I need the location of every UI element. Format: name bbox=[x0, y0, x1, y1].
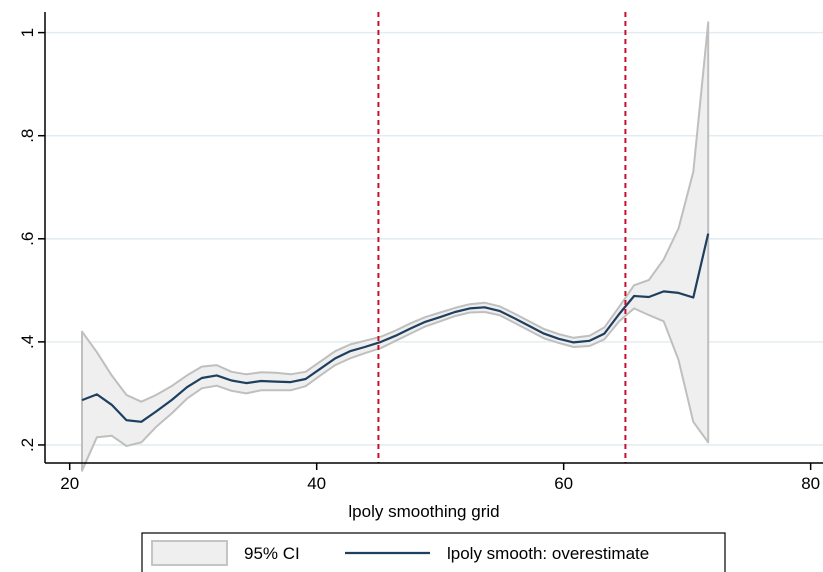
y-tick-label-1: .4 bbox=[18, 335, 37, 349]
x-tick-label-1: 40 bbox=[307, 474, 326, 493]
y-tick-label-4: 1 bbox=[18, 28, 37, 37]
legend-swatch-ci bbox=[151, 540, 228, 566]
legend: 95% CI lpoly smooth: overestimate bbox=[141, 532, 726, 572]
x-tick-label-3: 80 bbox=[801, 474, 820, 493]
legend-label-ci: 95% CI bbox=[244, 544, 300, 563]
legend-label-smooth: lpoly smooth: overestimate bbox=[447, 544, 649, 563]
y-tick-label-0: .2 bbox=[18, 438, 37, 452]
x-tick-label-2: 60 bbox=[554, 474, 573, 493]
legend-box bbox=[141, 532, 726, 572]
y-ticks: .2 .4 .6 .8 1 bbox=[18, 28, 45, 452]
reference-lines bbox=[377, 12, 627, 463]
axes bbox=[44, 12, 823, 464]
x-ticks: 20 40 60 80 bbox=[60, 463, 820, 493]
x-tick-label-0: 20 bbox=[60, 474, 79, 493]
x-axis-title: lpoly smoothing grid bbox=[348, 502, 499, 521]
ci-band bbox=[81, 21, 710, 472]
smooth-line-layer bbox=[81, 233, 710, 423]
y-tick-label-2: .6 bbox=[18, 232, 37, 246]
ci-band-layer bbox=[81, 21, 710, 472]
y-tick-label-3: .8 bbox=[18, 129, 37, 143]
smooth-line bbox=[81, 233, 710, 423]
